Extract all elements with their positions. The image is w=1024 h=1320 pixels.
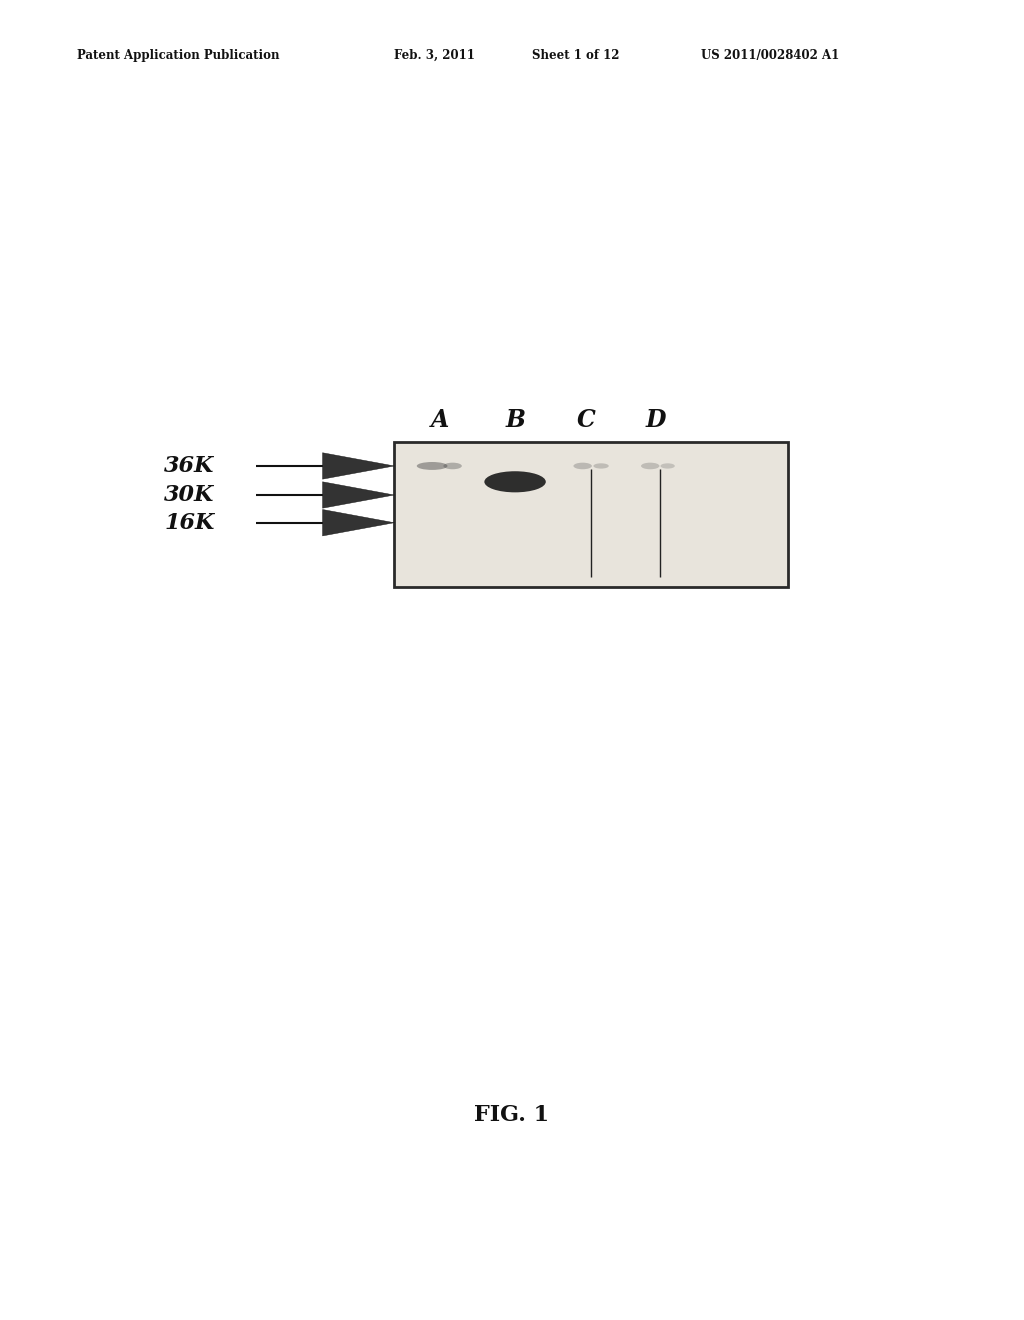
Polygon shape: [323, 510, 394, 536]
Text: B: B: [505, 408, 525, 432]
Ellipse shape: [443, 462, 462, 469]
Text: D: D: [645, 408, 666, 432]
Text: A: A: [431, 408, 450, 432]
Text: Patent Application Publication: Patent Application Publication: [77, 49, 280, 62]
Text: US 2011/0028402 A1: US 2011/0028402 A1: [701, 49, 840, 62]
Text: 30K: 30K: [164, 484, 215, 506]
Text: FIG. 1: FIG. 1: [474, 1105, 550, 1126]
Text: Feb. 3, 2011: Feb. 3, 2011: [394, 49, 475, 62]
Text: 16K: 16K: [164, 512, 215, 533]
Polygon shape: [323, 482, 394, 508]
Ellipse shape: [660, 463, 675, 469]
Ellipse shape: [641, 462, 659, 469]
Ellipse shape: [484, 471, 546, 492]
Ellipse shape: [417, 462, 447, 470]
Text: 36K: 36K: [164, 455, 215, 477]
Text: C: C: [577, 408, 595, 432]
Bar: [394, 442, 788, 587]
Ellipse shape: [594, 463, 608, 469]
Text: Sheet 1 of 12: Sheet 1 of 12: [532, 49, 620, 62]
Polygon shape: [323, 453, 394, 479]
Ellipse shape: [573, 462, 592, 469]
